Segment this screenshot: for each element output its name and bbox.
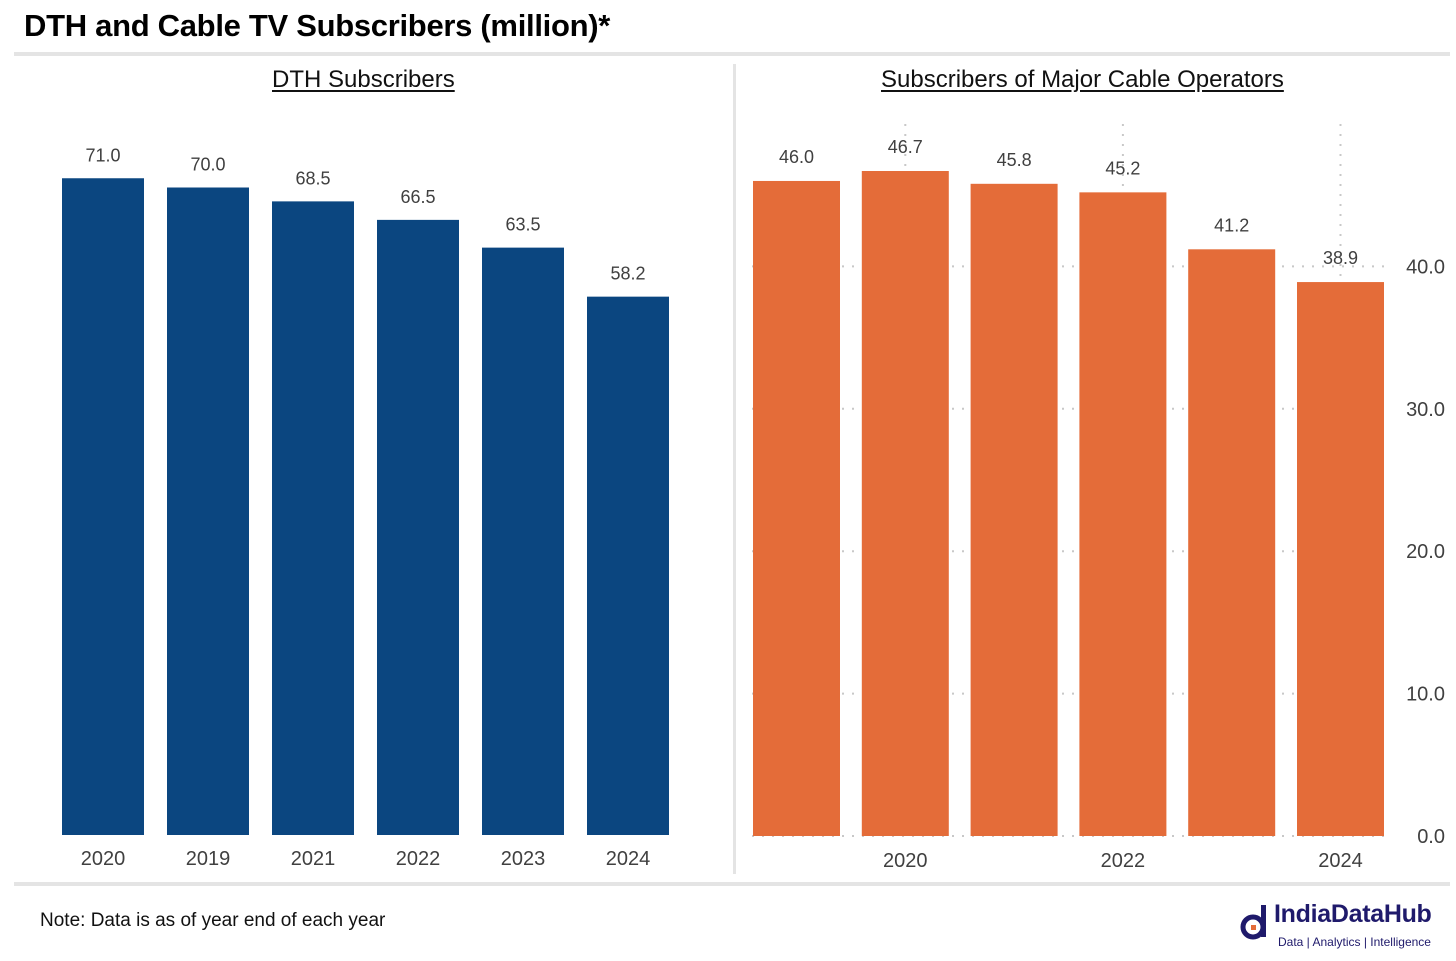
dth-x-tick-label: 2024 <box>606 848 651 870</box>
cable-bar <box>1188 249 1276 836</box>
dth-value-label: 71.0 <box>85 145 120 165</box>
cable-chart-title: Subscribers of Major Cable Operators <box>881 66 1284 93</box>
cable-bar-chart: 0.0 10.0 20.0 30.0 40.0 46.0 46.7 45.8 45.2 41.2 3… <box>752 124 1445 872</box>
cable-x-tick-label: 2024 <box>1318 850 1363 872</box>
title-rule <box>14 52 1450 56</box>
cable-y-tick-label: 20.0 <box>1406 541 1445 563</box>
dth-value-label: 68.5 <box>295 168 330 188</box>
dth-value-label: 66.5 <box>400 187 435 207</box>
cable-x-tick-label: 2020 <box>883 850 928 872</box>
cable-value-label: 46.7 <box>888 137 923 157</box>
dth-value-label: 58.2 <box>610 264 645 284</box>
cable-value-label: 46.0 <box>779 147 814 167</box>
cable-bar <box>1297 282 1384 837</box>
panel-divider <box>733 64 736 874</box>
cable-bar <box>970 183 1058 837</box>
footnote: Note: Data is as of year end of each yea… <box>40 910 386 931</box>
dth-bar <box>167 187 249 835</box>
cable-bar <box>753 180 840 836</box>
dth-x-tick-label: 2020 <box>81 848 126 870</box>
logo-name: IndiaDataHub <box>1274 900 1432 928</box>
dth-bar <box>62 178 144 835</box>
page-title: DTH and Cable TV Subscribers (million)* <box>24 8 611 43</box>
dth-x-tick-label: 2023 <box>501 848 546 870</box>
dth-value-label: 70.0 <box>190 155 225 175</box>
dth-x-tick-label: 2021 <box>291 848 336 870</box>
cable-value-label: 45.2 <box>1105 158 1140 178</box>
dth-value-label: 63.5 <box>505 215 540 235</box>
dth-bar <box>272 201 354 835</box>
dth-bar <box>377 219 459 835</box>
dth-chart-title: DTH Subscribers <box>272 66 455 93</box>
cable-y-tick-label: 40.0 <box>1406 256 1445 278</box>
logo-tagline: Data | Analytics | Intelligence <box>1278 935 1431 949</box>
dth-bar <box>587 296 669 835</box>
footer-rule <box>14 882 1450 886</box>
brand-logo: IndiaDataHub Data | Analytics | Intellig… <box>1240 900 1450 956</box>
cable-value-label: 38.9 <box>1323 248 1358 268</box>
logo-mark-icon <box>1240 905 1266 940</box>
dth-bar-chart: 71.0 2020 70.0 2019 68.5 2021 66.5 2022 63.5 2023… <box>62 145 669 870</box>
dth-x-tick-label: 2019 <box>186 848 231 870</box>
cable-value-label: 45.8 <box>997 150 1032 170</box>
cable-y-tick-label: 10.0 <box>1406 684 1445 706</box>
cable-y-tick-label: 0.0 <box>1417 826 1445 848</box>
cable-bar <box>1079 192 1167 837</box>
cable-y-tick-label: 30.0 <box>1406 399 1445 421</box>
cable-bar <box>861 170 949 836</box>
dth-bar <box>482 247 564 835</box>
cable-x-tick-label: 2022 <box>1101 850 1146 872</box>
cable-value-label: 41.2 <box>1214 215 1249 235</box>
dth-x-tick-label: 2022 <box>396 848 441 870</box>
